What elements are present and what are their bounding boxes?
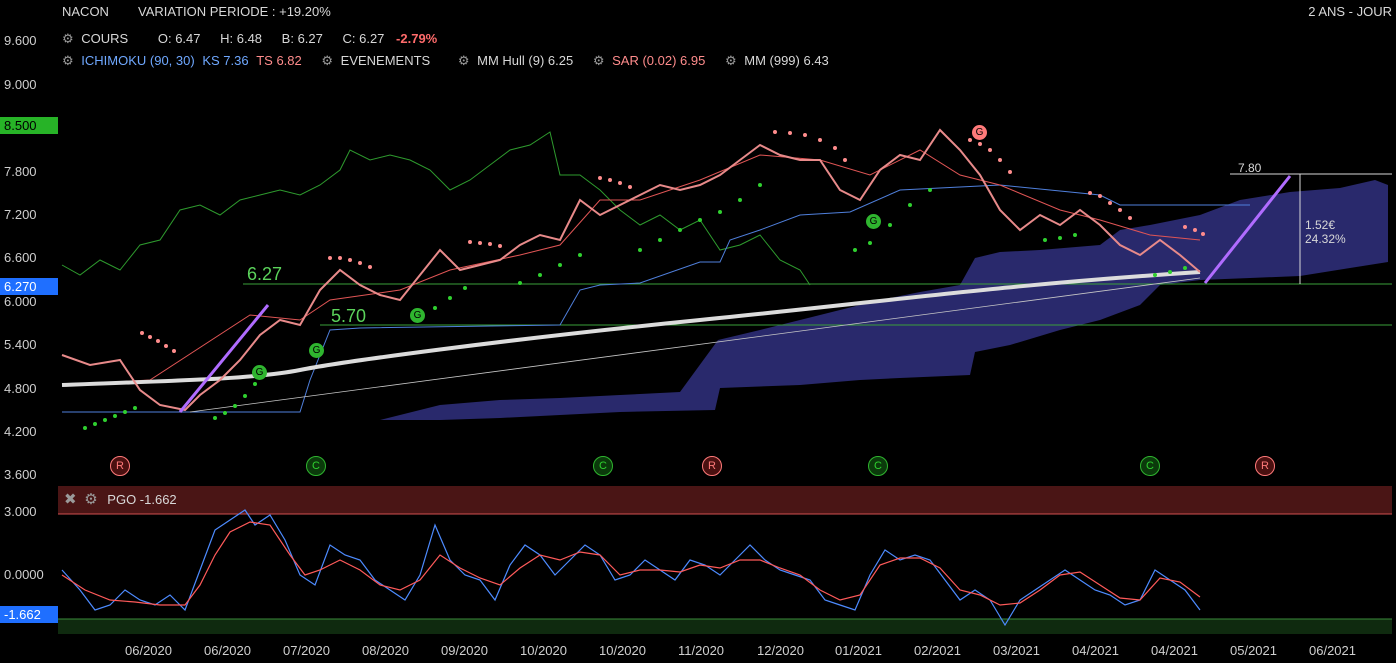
pgo-current-badge: -1.662 <box>0 606 58 623</box>
event-marker-r[interactable]: R <box>1255 456 1275 476</box>
gain-eur-label: 1.52€ <box>1305 218 1336 232</box>
kijun-line <box>62 184 1250 413</box>
y-tick: 9.600 <box>4 33 37 48</box>
ks-value: KS 7.36 <box>202 53 249 68</box>
gear-icon[interactable]: ⚙ <box>62 31 74 46</box>
x-tick: 06/2020 <box>125 643 172 658</box>
x-tick: 12/2020 <box>757 643 804 658</box>
y-tick: 3.600 <box>4 467 37 482</box>
pgo-overbought-band <box>58 486 1392 514</box>
y-tick: 4.800 <box>4 381 37 396</box>
low-value: B: 6.27 <box>281 31 323 46</box>
gear-icon[interactable]: ⚙ <box>62 53 74 68</box>
legend-row-price: ⚙ COURS O: 6.47 H: 6.48 B: 6.27 C: 6.27 … <box>62 31 437 47</box>
event-marker-r[interactable]: R <box>702 456 722 476</box>
pgo-line <box>61 509 1201 627</box>
projection-line[interactable] <box>1203 175 1292 284</box>
level-label-627[interactable]: 6.27 <box>247 264 283 284</box>
close-value: C: 6.27 <box>342 31 385 46</box>
signal-marker[interactable]: G <box>866 214 881 229</box>
pgo-oversold-band <box>58 619 1392 634</box>
event-marker-c[interactable]: C <box>306 456 326 476</box>
evenements-label[interactable]: EVENEMENTS <box>340 53 431 68</box>
pgo-y-tick: 3.000 <box>4 504 37 519</box>
symbol-name: NACON <box>62 4 109 19</box>
signal-marker[interactable]: G <box>309 343 324 358</box>
level-label-570[interactable]: 5.70 <box>331 306 367 326</box>
pgo-signal-line <box>61 521 1201 606</box>
gear-icon[interactable]: ⚙ <box>592 53 605 68</box>
x-tick: 10/2020 <box>520 643 567 658</box>
x-tick: 07/2020 <box>283 643 330 658</box>
gear-icon[interactable]: ⚙ <box>84 491 98 508</box>
y-tick: 6.600 <box>4 250 37 265</box>
sar-dots <box>140 130 1205 353</box>
gear-icon[interactable]: ⚙ <box>457 53 470 68</box>
pgo-legend: ✖ ⚙ PGO -1.662 <box>64 490 177 508</box>
signal-marker[interactable]: G <box>410 308 425 323</box>
x-tick: 10/2020 <box>599 643 646 658</box>
period-selector[interactable]: 2 ANS - JOUR <box>1308 4 1392 19</box>
y-tick: 5.400 <box>4 337 37 352</box>
high-value: H: 6.48 <box>220 31 263 46</box>
gear-icon[interactable]: ⚙ <box>724 53 737 68</box>
y-tick: 7.200 <box>4 207 37 222</box>
cours-label[interactable]: COURS <box>81 31 129 46</box>
price-level-badge: 8.500 <box>0 117 58 134</box>
y-tick: 4.200 <box>4 424 37 439</box>
event-marker-c[interactable]: C <box>1140 456 1160 476</box>
change-value: -2.79% <box>396 31 438 46</box>
close-icon[interactable]: ✖ <box>64 491 77 508</box>
legend-row-indicators: ⚙ ICHIMOKU (90, 30) KS 7.36 TS 6.82 ⚙ EV… <box>62 53 829 69</box>
x-tick: 06/2020 <box>204 643 251 658</box>
x-tick: 06/2021 <box>1309 643 1356 658</box>
event-marker-r[interactable]: R <box>110 456 130 476</box>
y-tick: 7.800 <box>4 164 37 179</box>
trend-line[interactable] <box>189 277 1201 413</box>
ts-value: TS 6.82 <box>256 53 302 68</box>
sar-label[interactable]: SAR (0.02) 6.95 <box>612 53 706 68</box>
pgo-label[interactable]: PGO -1.662 <box>107 492 177 507</box>
target-label: 7.80 <box>1238 161 1262 175</box>
signal-marker[interactable]: G <box>972 125 987 140</box>
x-tick: 04/2021 <box>1072 643 1119 658</box>
y-tick: 6.000 <box>4 294 37 309</box>
x-tick: 11/2020 <box>678 643 725 658</box>
x-tick: 05/2021 <box>1230 643 1277 658</box>
ichimoku-label[interactable]: ICHIMOKU (90, 30) <box>81 53 195 68</box>
x-tick: 08/2020 <box>362 643 409 658</box>
current-price-badge: 6.270 <box>0 278 58 295</box>
price-candles <box>61 128 1201 412</box>
event-marker-c[interactable]: C <box>593 456 613 476</box>
open-value: O: 6.47 <box>157 31 201 46</box>
x-tick: 04/2021 <box>1151 643 1198 658</box>
pgo-y-tick: 0.0000 <box>4 567 44 582</box>
mm999-label[interactable]: MM (999) 6.43 <box>744 53 829 68</box>
event-marker-c[interactable]: C <box>868 456 888 476</box>
x-tick: 03/2021 <box>993 643 1040 658</box>
gear-icon[interactable]: ⚙ <box>321 53 334 68</box>
x-tick: 09/2020 <box>441 643 488 658</box>
gain-pct-label: 24.32% <box>1305 232 1346 246</box>
projection-line[interactable] <box>178 304 270 413</box>
tenkan-line <box>61 149 1201 386</box>
chikou-span <box>61 131 811 286</box>
y-tick: 9.000 <box>4 77 37 92</box>
hull-label[interactable]: MM Hull (9) 6.25 <box>477 53 574 68</box>
x-tick: 02/2021 <box>914 643 961 658</box>
mm999-line <box>61 270 1201 387</box>
x-tick: 01/2021 <box>835 643 882 658</box>
signal-marker[interactable]: G <box>252 365 267 380</box>
variation-label: VARIATION PERIODE : +19.20% <box>138 4 331 19</box>
